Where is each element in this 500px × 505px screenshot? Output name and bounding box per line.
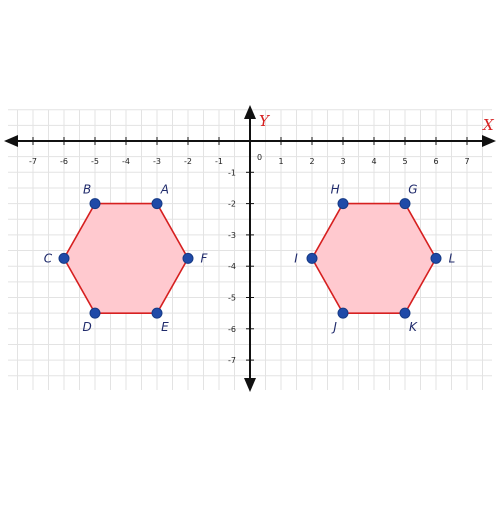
- vertex-point-i: [306, 252, 318, 264]
- vertex-point-l: [430, 252, 442, 264]
- vertex-label-c: C: [44, 251, 53, 265]
- x-tick-label: 4: [371, 157, 376, 166]
- vertex-point-a: [151, 198, 163, 210]
- y-axis-arrow-top: [244, 105, 256, 119]
- vertex-label-h: H: [331, 183, 340, 197]
- vertex-label-b: B: [83, 183, 91, 197]
- vertex-label-g: G: [408, 183, 417, 197]
- x-tick-label: 3: [340, 157, 345, 166]
- x-tick-label: -3: [153, 157, 161, 166]
- y-tick-label: -1: [228, 168, 236, 177]
- x-tick-label: -6: [60, 157, 68, 166]
- vertex-label-d: D: [82, 320, 91, 334]
- y-tick-label: -2: [228, 200, 236, 209]
- vertex-point-f: [182, 252, 194, 264]
- vertex-point-k: [399, 307, 411, 319]
- hexagons: A B C D E F G H I J K L: [44, 183, 456, 334]
- origin-label: 0: [257, 153, 262, 162]
- vertex-point-j: [337, 307, 349, 319]
- x-tick-label: -4: [122, 157, 130, 166]
- x-tick-label: -2: [184, 157, 192, 166]
- vertex-point-h: [337, 198, 349, 210]
- vertex-label-l: L: [449, 251, 456, 265]
- vertex-point-e: [151, 307, 163, 319]
- x-tick-label: 2: [309, 157, 314, 166]
- vertex-label-i: I: [294, 251, 298, 265]
- x-axis-name: X: [482, 116, 495, 134]
- x-axis-arrow-left: [4, 135, 18, 147]
- x-tick-label: -1: [215, 157, 223, 166]
- vertex-point-g: [399, 198, 411, 210]
- vertex-point-d: [89, 307, 101, 319]
- y-tick-label: -3: [228, 231, 236, 240]
- y-tick-label: -6: [228, 325, 236, 334]
- x-tick-label: 7: [464, 157, 469, 166]
- x-tick-label: -7: [29, 157, 37, 166]
- x-tick-label: 5: [402, 157, 407, 166]
- axes: [4, 105, 496, 392]
- y-tick-label: -5: [228, 294, 236, 303]
- y-axis-name: Y: [259, 112, 271, 130]
- hexagon-polygon: [63, 202, 189, 314]
- hexagon-2: G H I J K L: [294, 183, 455, 334]
- x-tick-label: 1: [278, 157, 283, 166]
- vertex-point-b: [89, 198, 101, 210]
- vertex-label-j: J: [331, 320, 337, 334]
- y-tick-label: -4: [228, 262, 236, 271]
- vertex-label-e: E: [161, 320, 169, 334]
- vertex-label-f: F: [201, 251, 209, 265]
- hexagon-polygon: [311, 202, 437, 314]
- x-axis-arrow-right: [482, 135, 496, 147]
- y-axis-arrow-bottom: [244, 378, 256, 392]
- vertex-point-c: [58, 252, 70, 264]
- hexagon-1: A B C D E F: [44, 183, 209, 334]
- x-tick-label: 6: [433, 157, 438, 166]
- tick-labels: -7 -6 -5 -4 -3 -2 -1 1 2 3 4 5 6 7 -1 -2 -3 -4 -5 -6 -7: [29, 137, 470, 365]
- vertex-label-a: A: [160, 183, 169, 197]
- x-tick-label: -5: [91, 157, 99, 166]
- y-tick-label: -7: [228, 356, 236, 365]
- vertex-label-k: K: [409, 320, 418, 334]
